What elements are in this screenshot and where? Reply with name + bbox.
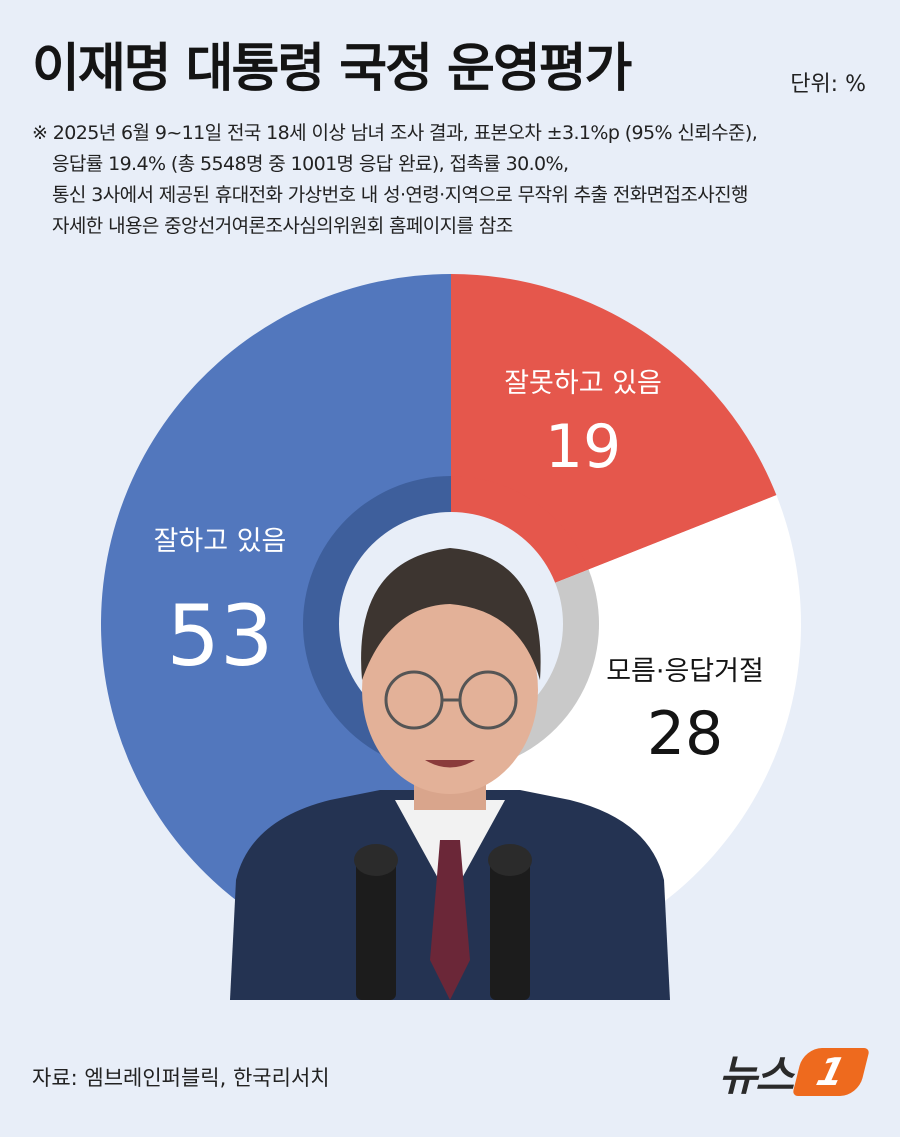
person-photo [230, 548, 670, 1000]
slice-value-disapprove: 19 [545, 412, 621, 482]
slice-label-approve: 잘하고 있음 [154, 526, 287, 557]
slice-value-approve: 53 [167, 587, 274, 685]
note-line-1: ※ 2025년 6월 9~11일 전국 18세 이상 남녀 조사 결과, 표본오… [32, 122, 758, 144]
unit-label: 단위: % [790, 72, 866, 97]
note-line-3: 통신 3사에서 제공된 휴대전화 가상번호 내 성·연령·지역으로 무작위 추출… [52, 184, 748, 206]
logo-mark-icon: 1 [792, 1048, 870, 1096]
note-line-4: 자세한 내용은 중앙선거여론조사심의위원회 홈페이지를 참조 [52, 215, 513, 237]
slice-label-disapprove: 잘못하고 있음 [504, 368, 662, 399]
survey-notes: ※ 2025년 6월 9~11일 전국 18세 이상 남녀 조사 결과, 표본오… [32, 118, 882, 242]
note-line-2: 응답률 19.4% (총 5548명 중 1001명 응답 완료), 접촉률 3… [52, 153, 569, 175]
page-title: 이재명 대통령 국정 운영평가 [32, 39, 632, 99]
source-text: 자료: 엠브레인퍼블릭, 한국리서치 [32, 1066, 330, 1090]
logo-text: 뉴스 [718, 1050, 794, 1100]
slice-value-unknown: 28 [647, 699, 723, 769]
news1-logo: 뉴스 1 [718, 1042, 870, 1102]
slice-label-unknown: 모름·응답거절 [606, 656, 764, 687]
logo-mark-text: 1 [812, 1050, 850, 1094]
